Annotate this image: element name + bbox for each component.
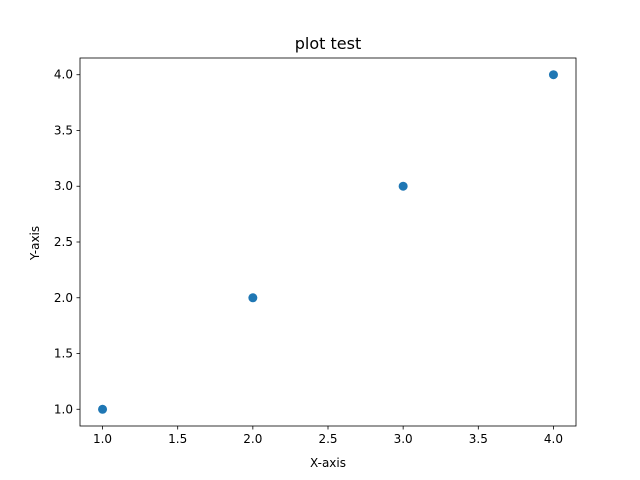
- x-axis-label: X-axis: [310, 456, 346, 470]
- x-axis-ticks: 1.0 1.5 2.0 2.5 3.0 3.5 4.0: [93, 426, 563, 446]
- x-tick-label: 3.0: [394, 432, 413, 446]
- data-point: [548, 70, 558, 80]
- plot-frame: [79, 57, 577, 427]
- x-tick-label: 3.5: [469, 432, 488, 446]
- y-tick-label: 2.0: [54, 291, 73, 305]
- data-point: [398, 181, 408, 191]
- x-tick-label: 4.0: [544, 432, 563, 446]
- x-tick-label: 2.0: [243, 432, 262, 446]
- y-tick-label: 3.5: [54, 123, 73, 137]
- scatter-points: [98, 70, 558, 414]
- y-tick-label: 2.5: [54, 235, 73, 249]
- data-point: [248, 293, 258, 303]
- plot-area: [79, 57, 577, 427]
- x-tick-label: 1.0: [93, 432, 112, 446]
- y-tick-label: 1.5: [54, 347, 73, 361]
- y-axis-label: Y-axis: [28, 226, 42, 261]
- x-tick-label: 1.5: [168, 432, 187, 446]
- y-tick-label: 3.0: [54, 179, 73, 193]
- y-tick-label: 4.0: [54, 68, 73, 82]
- y-axis-ticks: 1.0 1.5 2.0 2.5 3.0 3.5 4.0: [54, 68, 80, 416]
- data-point: [98, 404, 108, 414]
- chart-title: plot test: [295, 34, 361, 53]
- x-tick-label: 2.5: [318, 432, 337, 446]
- y-tick-label: 1.0: [54, 402, 73, 416]
